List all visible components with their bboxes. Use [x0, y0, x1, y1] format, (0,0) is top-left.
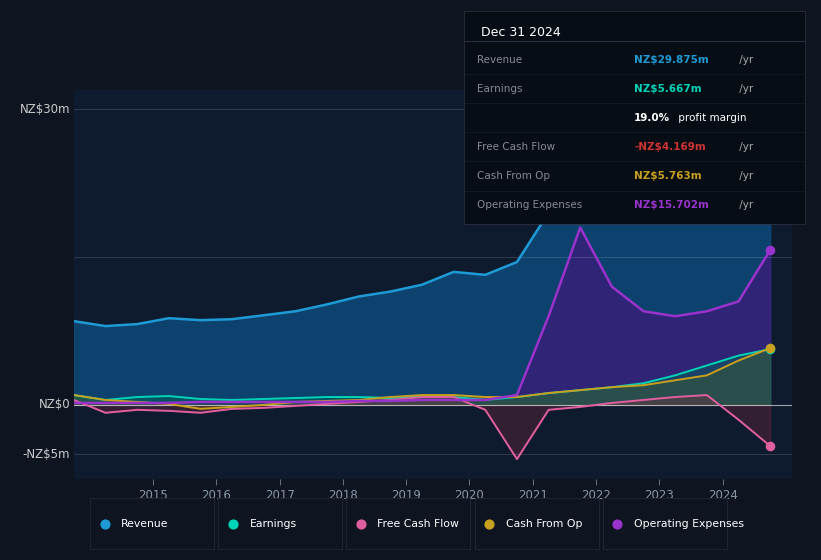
- Text: NZ$0: NZ$0: [39, 398, 71, 412]
- Text: profit margin: profit margin: [675, 113, 746, 123]
- Text: /yr: /yr: [736, 142, 754, 152]
- Text: /yr: /yr: [736, 55, 754, 65]
- Text: Free Cash Flow: Free Cash Flow: [378, 519, 459, 529]
- Text: NZ$15.702m: NZ$15.702m: [635, 200, 709, 210]
- Text: NZ$29.875m: NZ$29.875m: [635, 55, 709, 65]
- Text: -NZ$4.169m: -NZ$4.169m: [635, 142, 706, 152]
- Text: Dec 31 2024: Dec 31 2024: [481, 26, 561, 39]
- Text: NZ$5.667m: NZ$5.667m: [635, 84, 702, 94]
- Text: NZ$30m: NZ$30m: [20, 103, 71, 116]
- Text: Earnings: Earnings: [250, 519, 296, 529]
- Point: [764, 441, 777, 450]
- Point: [99, 519, 112, 528]
- Text: /yr: /yr: [736, 171, 754, 181]
- Point: [764, 344, 777, 353]
- Text: /yr: /yr: [736, 200, 754, 210]
- Point: [355, 519, 368, 528]
- Point: [764, 344, 777, 353]
- Text: Free Cash Flow: Free Cash Flow: [478, 142, 556, 152]
- Point: [483, 519, 496, 528]
- Text: NZ$5.763m: NZ$5.763m: [635, 171, 702, 181]
- Text: Operating Expenses: Operating Expenses: [634, 519, 744, 529]
- Text: Operating Expenses: Operating Expenses: [478, 200, 583, 210]
- Text: 19.0%: 19.0%: [635, 113, 671, 123]
- Text: Cash From Op: Cash From Op: [478, 171, 551, 181]
- Point: [764, 106, 777, 115]
- Text: -NZ$5m: -NZ$5m: [23, 447, 71, 461]
- Text: Cash From Op: Cash From Op: [506, 519, 582, 529]
- Text: Revenue: Revenue: [122, 519, 169, 529]
- Point: [611, 519, 624, 528]
- Text: Earnings: Earnings: [478, 84, 523, 94]
- Text: Revenue: Revenue: [478, 55, 523, 65]
- Point: [227, 519, 240, 528]
- Point: [764, 246, 777, 255]
- Text: /yr: /yr: [736, 84, 754, 94]
